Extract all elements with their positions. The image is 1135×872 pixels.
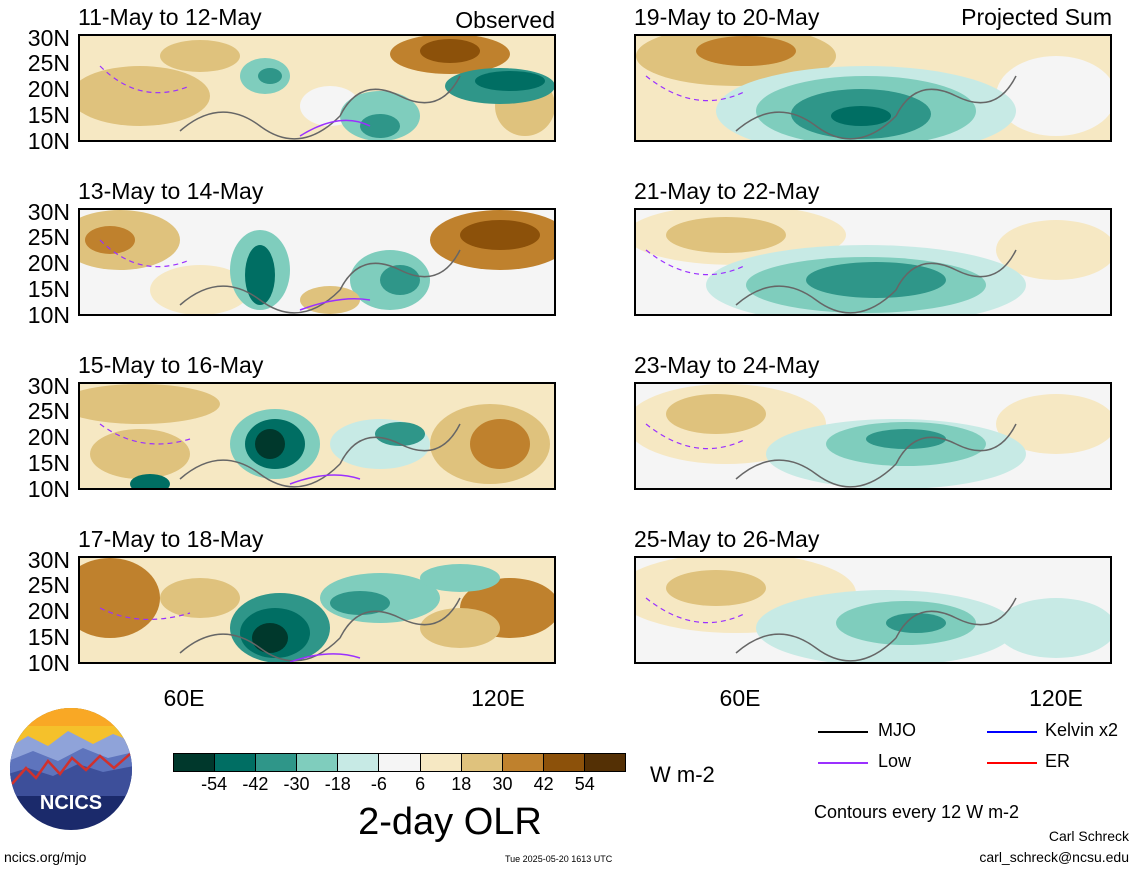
lat-label: 25N — [27, 572, 70, 598]
lat-label: 20N — [27, 76, 70, 102]
panel-title-8: 25-May to 26-May — [634, 526, 820, 552]
lat-label: 15N — [27, 450, 70, 476]
panel-label-projected-sum: Projected Sum — [961, 4, 1112, 30]
legend-line-low — [818, 762, 868, 764]
lat-label: 25N — [27, 224, 70, 250]
colorbar-title: 2-day OLR — [358, 801, 542, 843]
colorbar-tick-label: -54 — [201, 774, 228, 794]
footer-url[interactable]: ncics.org/mjo — [4, 849, 87, 865]
lat-label: 10N — [27, 476, 70, 502]
lat-label: 10N — [27, 302, 70, 328]
colorbar-tick-label: -42 — [242, 774, 269, 794]
colorbar-tick-label: -30 — [283, 774, 310, 794]
colorbar-swatch — [502, 754, 544, 771]
panel-title-6: 21-May to 22-May — [634, 178, 820, 204]
legend-label-low: Low — [878, 751, 912, 771]
colorbar-labels: -54 -42 -30 -18 -6 6 18 30 42 54 — [173, 774, 626, 798]
colorbar-tick-label: 6 — [415, 774, 426, 794]
lat-label: 10N — [27, 650, 70, 676]
olr-map-1 — [78, 34, 556, 142]
olr-map-6 — [634, 208, 1112, 316]
panel-title-4: 17-May to 18-May — [78, 526, 264, 552]
lat-label: 10N — [27, 128, 70, 154]
footer-email[interactable]: carl_schreck@ncsu.edu — [979, 849, 1129, 865]
colorbar-swatch — [420, 754, 462, 771]
lon-label-60e: 60E — [163, 685, 205, 711]
legend-line-er — [987, 762, 1037, 764]
footer-author: Carl Schreck — [1048, 828, 1129, 844]
colorbar-swatch — [215, 754, 257, 771]
colorbar-tick-label: 54 — [574, 774, 595, 794]
lat-label: 20N — [27, 250, 70, 276]
footer-timestamp: Tue 2025-05-20 1613 UTC — [505, 854, 613, 864]
lat-label: 15N — [27, 276, 70, 302]
lon-label-60e: 60E — [719, 685, 761, 711]
colorbar-tick-label: 30 — [492, 774, 513, 794]
lat-label: 20N — [27, 424, 70, 450]
lat-label: 30N — [27, 199, 70, 225]
panel-label-observed: Observed — [455, 7, 555, 33]
colorbar-tick-label: 42 — [533, 774, 554, 794]
legend-label-er: ER — [1045, 751, 1071, 771]
panel-title-3: 15-May to 16-May — [78, 352, 264, 378]
olr-map-4 — [78, 556, 556, 664]
olr-map-5 — [634, 34, 1112, 142]
lat-label: 20N — [27, 598, 70, 624]
colorbar-tick-label: 18 — [451, 774, 472, 794]
lat-label: 25N — [27, 398, 70, 424]
lat-label: 15N — [27, 102, 70, 128]
olr-map-2 — [78, 208, 556, 316]
colorbar-swatch — [297, 754, 339, 771]
olr-map-3 — [78, 382, 556, 490]
colorbar-swatch — [461, 754, 503, 771]
legend-line-kelvin — [987, 731, 1037, 733]
panel-title-1: 11-May to 12-May — [78, 4, 262, 30]
panel-title-2: 13-May to 14-May — [78, 178, 264, 204]
lat-label: 25N — [27, 50, 70, 76]
olr-map-8 — [634, 556, 1112, 664]
colorbar-swatch — [379, 754, 421, 771]
lat-label: 15N — [27, 624, 70, 650]
panel-title-5: 19-May to 20-May — [634, 4, 820, 30]
lat-label: 30N — [27, 547, 70, 573]
legend-label-kelvin: Kelvin x2 — [1045, 720, 1119, 740]
colorbar-units: W m-2 — [650, 762, 715, 787]
logo-text: NCICS — [40, 792, 102, 814]
colorbar-swatch — [584, 754, 626, 771]
panel-title-7: 23-May to 24-May — [634, 352, 820, 378]
legend-label-mjo: MJO — [878, 720, 916, 740]
lat-label: 30N — [27, 25, 70, 51]
legend-contours-note: Contours every 12 W m-2 — [814, 802, 1020, 822]
lat-label: 30N — [27, 373, 70, 399]
colorbar — [173, 753, 626, 772]
olr-map-7 — [634, 382, 1112, 490]
colorbar-tick-label: -18 — [324, 774, 351, 794]
lon-label-120e: 120E — [1029, 685, 1083, 711]
lon-label-120e: 120E — [471, 685, 525, 711]
colorbar-swatch — [174, 754, 216, 771]
ncics-logo: NCICS — [8, 706, 134, 832]
colorbar-swatch — [338, 754, 380, 771]
legend-line-mjo — [818, 731, 868, 733]
colorbar-swatch — [256, 754, 298, 771]
colorbar-swatch — [543, 754, 585, 771]
colorbar-tick-label: -6 — [370, 774, 387, 794]
